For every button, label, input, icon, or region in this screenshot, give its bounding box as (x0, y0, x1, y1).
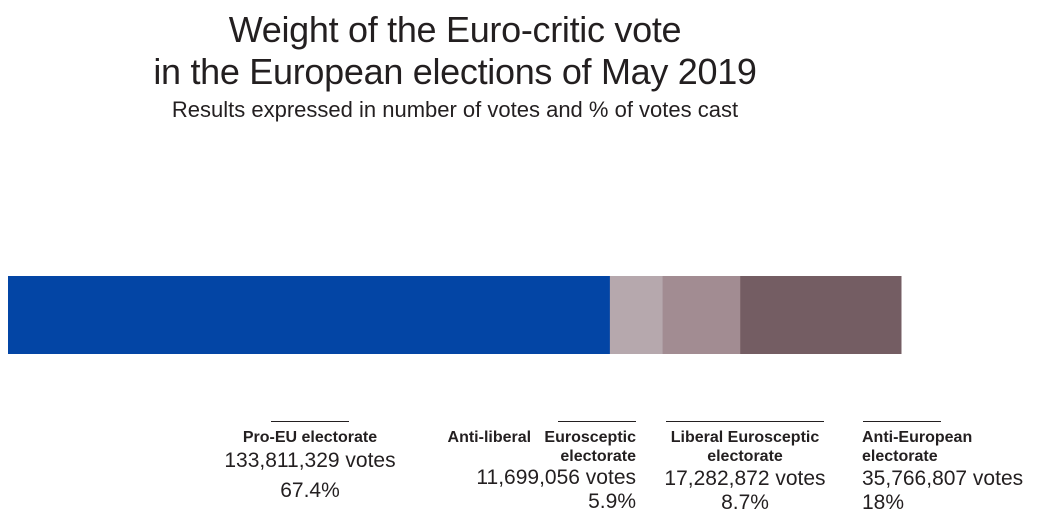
segment-votes: 35,766,807 votes (862, 467, 1024, 490)
chart-subtitle: Results expressed in number of votes and… (171, 97, 739, 122)
segment-percent: 8.7% (721, 491, 769, 514)
segment-name: Anti-liberal Eurosceptic (447, 429, 636, 446)
chart-title-line-1: Weight of the Euro-critic vote (228, 9, 682, 50)
segment-votes: 11,699,056 votes (476, 466, 636, 489)
label-anti-european: Anti-European electorate 35,766,807 vote… (862, 428, 1046, 515)
label-pro-eu: Pro-EU electorate 133,811,329 votes 67.4… (200, 428, 420, 503)
segment-name-line-2: electorate (862, 448, 938, 465)
label-rule-anti-european (863, 421, 941, 422)
bar-segment-anti-liberal-eurosceptic-electorate (609, 276, 664, 354)
segment-percent: 18% (862, 491, 905, 514)
label-liberal-eurosceptic: Liberal Eurosceptic electorate 17,282,87… (650, 428, 840, 515)
segment-name: Anti-European (862, 429, 973, 446)
label-rule-pro-eu (271, 421, 349, 422)
label-anti-liberal-eurosceptic: Anti-liberal Eurosceptic electorate 11,6… (420, 428, 636, 514)
label-rule-anti-liberal (558, 421, 636, 422)
segment-name-line-2: electorate (560, 448, 636, 465)
label-rule-liberal-eurosceptic (666, 421, 824, 422)
bar-segment-anti-european-electorate (740, 276, 902, 354)
segment-percent: 67.4% (280, 479, 340, 502)
segment-name: Pro-EU electorate (242, 429, 378, 446)
segment-votes: 133,811,329 votes (224, 449, 396, 472)
segment-percent: 5.9% (588, 490, 636, 513)
bar-segment-pro-eu-electorate (8, 276, 611, 354)
chart-title-line-2: in the European elections of May 2019 (153, 51, 757, 92)
segment-name: Liberal Eurosceptic (670, 429, 820, 446)
segment-name-line-2: electorate (707, 448, 783, 465)
segment-votes: 17,282,872 votes (664, 467, 826, 490)
bar-segment-liberal-eurosceptic-electorate (662, 276, 741, 354)
